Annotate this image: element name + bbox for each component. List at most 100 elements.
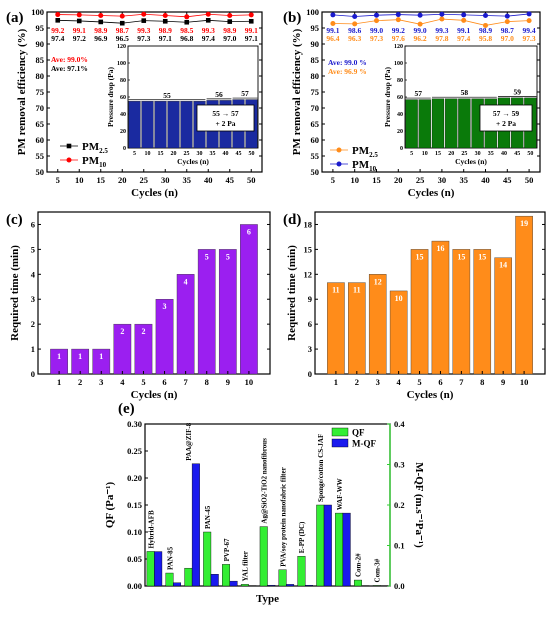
- y-tick-label: 6: [308, 319, 312, 329]
- data-point: [98, 19, 104, 25]
- bar: [452, 249, 471, 375]
- inset-note-text: 55 → 57: [212, 109, 239, 118]
- value-label: 97.8: [435, 34, 448, 43]
- series-line: [57, 19, 252, 24]
- value-label: 96.5: [116, 34, 129, 43]
- inset-x-tick-label: 35: [210, 151, 216, 157]
- value-label: 99.3: [137, 26, 150, 35]
- y-tick-label-left: 0.15: [127, 500, 142, 510]
- inset-chart: 0 20 40 60 80 100 120 5 10 15 20 25 30 35 40 45 50 57 58 59…: [383, 44, 538, 166]
- legend-marker: [336, 161, 342, 167]
- value-label: 99.4: [523, 26, 536, 35]
- y-tick-label-right: 0.2: [394, 500, 405, 510]
- value-label: 96.8: [180, 34, 193, 43]
- inset-note-text: 57 → 59: [493, 109, 520, 118]
- y-tick-label: 6: [31, 219, 35, 229]
- y-tick-label-right: 0.4: [394, 419, 405, 429]
- inset-y-tick-label: 100: [394, 61, 403, 67]
- bar: [473, 249, 492, 375]
- bar: [197, 249, 216, 375]
- inset-x-tick-label: 30: [475, 151, 481, 157]
- bar-mqf: [286, 584, 295, 587]
- x-axis-label: Cycles (n): [131, 389, 178, 401]
- y-tick-label-right: 0.0: [394, 581, 405, 591]
- y-tick-label: 80: [36, 71, 45, 81]
- x-tick-label: 1: [57, 377, 61, 387]
- data-point: [141, 11, 147, 17]
- bar-value-label: 11: [353, 286, 361, 295]
- bar-qf: [165, 572, 174, 587]
- data-point: [417, 21, 423, 27]
- bar-value-label: 5: [205, 252, 209, 261]
- inset-x-tick-label: 45: [236, 151, 242, 157]
- x-tick-label: 9: [501, 377, 505, 387]
- value-label: 98.5: [180, 26, 193, 35]
- value-label: 97.4: [51, 34, 64, 43]
- y-tick-label-left: 0.05: [127, 554, 142, 564]
- bar: [389, 290, 408, 375]
- data-point: [205, 11, 211, 17]
- x-tick-label: 4: [120, 377, 125, 387]
- value-label: 96.3: [348, 34, 361, 43]
- value-label: 99.1: [245, 26, 258, 35]
- bar-qf: [184, 567, 193, 587]
- x-tick-label: 10: [520, 377, 529, 387]
- data-point: [162, 18, 168, 24]
- x-tick-label: 15: [97, 175, 106, 185]
- x-axis-label: Cycles (n): [407, 389, 454, 401]
- value-label: 95.8: [479, 34, 492, 43]
- data-point: [330, 12, 336, 18]
- bar: [368, 274, 387, 375]
- y-tick-label: 55: [311, 151, 320, 161]
- value-label: 98.7: [501, 26, 514, 35]
- y-tick-label: 12: [304, 269, 313, 279]
- inset-chart: 0 20 40 60 80 100 120 5 10 15 20 25 30 35 40 45 50 55 56 57…: [106, 44, 259, 166]
- data-point: [395, 12, 401, 18]
- inset-x-tick-label: 40: [223, 151, 229, 157]
- data-point: [141, 18, 147, 23]
- x-tick-label: 25: [416, 175, 425, 185]
- y-tick-label-left: 0.20: [127, 473, 142, 483]
- bar-value-label: 2: [120, 327, 124, 336]
- bar-value-label: 5: [226, 252, 230, 261]
- bar-value-label: 6: [247, 227, 251, 236]
- inset-y-tick-label: 0: [123, 146, 126, 152]
- y-tick-label: 0: [31, 369, 35, 379]
- y-tick-label: 65: [36, 119, 45, 129]
- inset-y-tick-label: 40: [120, 112, 126, 118]
- y-tick-label: 1: [31, 344, 35, 354]
- y-tick-label: 50: [36, 167, 45, 177]
- y-tick-label: 95: [311, 23, 320, 33]
- y-axis-label: Required time (min): [286, 245, 298, 341]
- value-label: 97.3: [137, 34, 150, 43]
- bar-value-label: 1: [78, 352, 82, 361]
- bar-qf: [240, 584, 249, 587]
- value-label: 97.1: [245, 34, 258, 43]
- inset-x-tick-label: 30: [197, 151, 203, 157]
- data-point: [184, 19, 190, 25]
- bar-qf: [278, 569, 287, 587]
- inset-x-tick-label: 35: [488, 151, 494, 157]
- data-point: [162, 13, 168, 19]
- inset-level-label: 57: [414, 89, 422, 98]
- x-tick-label: 10: [245, 377, 254, 387]
- category-label: Com-3#: [374, 558, 382, 582]
- bar-value-label: 1: [99, 352, 103, 361]
- x-tick-label: 5: [141, 377, 145, 387]
- y-axis-label-right: M-QF (m.s⁻¹Pa⁻¹): [413, 462, 425, 548]
- x-tick-label: 5: [56, 175, 60, 185]
- bar-value-label: 12: [374, 277, 382, 286]
- data-point: [248, 12, 254, 18]
- x-tick-label: 6: [162, 377, 166, 387]
- inset-y-axis-label: Pressure drop (Pa): [106, 67, 115, 127]
- data-point: [119, 20, 125, 26]
- inset-x-tick-label: 5: [133, 151, 136, 157]
- data-point: [483, 13, 488, 19]
- bar-value-label: 15: [478, 252, 486, 261]
- legend-label: PM10: [352, 159, 377, 173]
- data-point: [76, 18, 82, 24]
- y-tick-label: 75: [311, 87, 320, 97]
- category-label: PAN-85: [166, 546, 174, 570]
